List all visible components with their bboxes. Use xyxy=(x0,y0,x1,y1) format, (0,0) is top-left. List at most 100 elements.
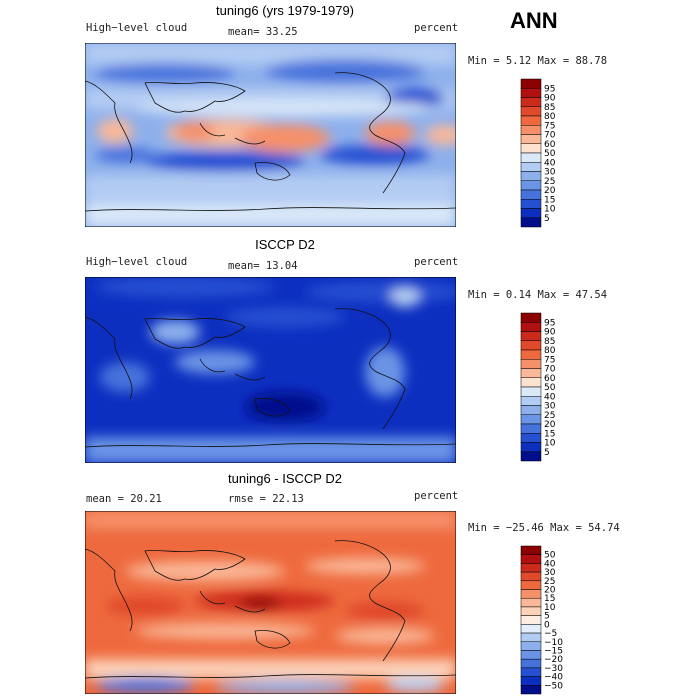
colorbar-swatch xyxy=(520,189,542,200)
colorbar-swatch xyxy=(520,359,542,369)
panel3-minmax-label: Min = −25.46 Max = 54.74 xyxy=(468,522,620,534)
colorbar-tick-label: 80 xyxy=(544,346,556,356)
colorbar-tick-label: 40 xyxy=(544,392,556,402)
panel1-title: tuning6 (yrs 1979-1979) xyxy=(215,3,355,18)
panel2-minmax-label: Min = 0.14 Max = 47.54 xyxy=(468,289,608,301)
panel1-mean-label: mean= 33.25 xyxy=(228,26,298,38)
panel3-mean-label: mean = 20.21 xyxy=(86,493,162,505)
colorbar-swatch xyxy=(520,396,542,406)
colorbar-swatch xyxy=(520,208,542,218)
colorbar-tick-label: 70 xyxy=(544,365,556,375)
colorbar-swatch xyxy=(520,589,542,599)
colorbar-swatch xyxy=(520,106,542,117)
colorbar-swatch xyxy=(520,606,542,616)
colorbar-tick-label: 70 xyxy=(544,131,556,141)
colorbar-tick-label: 60 xyxy=(544,374,556,384)
panel2-map xyxy=(85,277,456,463)
colorbar-swatch xyxy=(520,97,542,107)
colorbar-tick-label: −30 xyxy=(544,664,563,674)
colorbar-tick-label: 50 xyxy=(544,149,556,159)
colorbar-swatch xyxy=(520,597,542,608)
colorbar-tick-label: 25 xyxy=(544,411,555,421)
colorbar-tick-label: 15 xyxy=(544,429,555,439)
panel3-rmse-label: rmse = 22.13 xyxy=(228,493,304,505)
colorbar-tick-label: 20 xyxy=(544,186,556,196)
colorbar-tick-label: 95 xyxy=(544,84,555,94)
colorbar-swatch xyxy=(520,580,542,590)
colorbar-swatch xyxy=(520,667,542,677)
colorbar-swatch xyxy=(520,312,542,323)
colorbar-tick-label: 75 xyxy=(544,121,555,131)
colorbar-swatch xyxy=(520,125,542,135)
colorbar-swatch xyxy=(520,442,542,452)
colorbar-swatch xyxy=(520,88,542,98)
colorbar-tick-label: 25 xyxy=(544,577,555,587)
colorbar-tick-label: −50 xyxy=(544,681,563,691)
colorbar-swatch xyxy=(520,162,542,172)
colorbar-swatch xyxy=(520,134,542,144)
colorbar-tick-label: 30 xyxy=(544,568,556,578)
colorbar-swatch xyxy=(520,199,542,209)
colorbar-tick-label: −40 xyxy=(544,673,563,683)
colorbar-swatch xyxy=(520,451,542,462)
colorbar-swatch xyxy=(520,624,542,634)
colorbar-swatch xyxy=(520,650,542,660)
colorbar-tick-label: 40 xyxy=(544,158,556,168)
colorbar-tick-label: −20 xyxy=(544,655,563,665)
colorbar-swatch xyxy=(520,377,542,388)
colorbar-tick-label: 10 xyxy=(544,603,556,613)
colorbar-tick-label: 15 xyxy=(544,594,555,604)
colorbar-tick-label: 20 xyxy=(544,420,556,430)
colorbar-tick-label: 0 xyxy=(544,620,550,630)
colorbar-swatch xyxy=(520,615,542,625)
colorbar-swatch xyxy=(520,685,542,695)
colorbar-tick-label: 40 xyxy=(544,559,556,569)
colorbar-swatch xyxy=(520,571,542,582)
colorbar-tick-label: −5 xyxy=(544,629,557,639)
colorbar-tick-label: 5 xyxy=(544,612,550,622)
colorbar-swatch xyxy=(520,554,542,564)
colorbar-swatch xyxy=(520,563,542,573)
panel1-colorbar-swatches xyxy=(520,78,542,228)
colorbar-swatch xyxy=(520,217,542,228)
colorbar-tick-label: 90 xyxy=(544,94,556,104)
colorbar-swatch xyxy=(520,433,542,443)
colorbar-tick-label: 50 xyxy=(544,551,556,561)
colorbar-tick-label: 10 xyxy=(544,205,556,215)
colorbar-swatch xyxy=(520,331,542,341)
colorbar-tick-label: 25 xyxy=(544,177,555,187)
colorbar-tick-label: 10 xyxy=(544,439,556,449)
colorbar-tick-label: 5 xyxy=(544,448,550,458)
colorbar-tick-label: 20 xyxy=(544,586,556,596)
panel3-colorbar-swatches xyxy=(520,545,542,695)
panel1-variable-label: High−level cloud xyxy=(86,22,188,34)
colorbar-swatch xyxy=(520,414,542,425)
colorbar-tick-label: 5 xyxy=(544,214,550,224)
panel2-mean-label: mean= 13.04 xyxy=(228,260,298,272)
colorbar-tick-label: 95 xyxy=(544,318,555,328)
colorbar-swatch xyxy=(520,368,542,378)
colorbar-tick-label: 30 xyxy=(544,402,556,412)
colorbar-swatch xyxy=(520,405,542,415)
colorbar-tick-label: 50 xyxy=(544,383,556,393)
colorbar-tick-label: 60 xyxy=(544,140,556,150)
colorbar-swatch xyxy=(520,386,542,397)
colorbar-swatch xyxy=(520,180,542,191)
colorbar-swatch xyxy=(520,658,542,669)
panel2-units-label: percent xyxy=(414,256,459,268)
colorbar-tick-label: 85 xyxy=(544,337,555,347)
colorbar-swatch xyxy=(520,423,542,434)
colorbar-swatch xyxy=(520,115,542,126)
colorbar-swatch xyxy=(520,340,542,351)
colorbar-tick-label: 30 xyxy=(544,168,556,178)
colorbar-swatch xyxy=(520,641,542,651)
colorbar-swatch xyxy=(520,349,542,360)
season-label: ANN xyxy=(510,8,558,33)
colorbar-swatch xyxy=(520,152,542,163)
panel2-title: ISCCP D2 xyxy=(255,237,315,252)
